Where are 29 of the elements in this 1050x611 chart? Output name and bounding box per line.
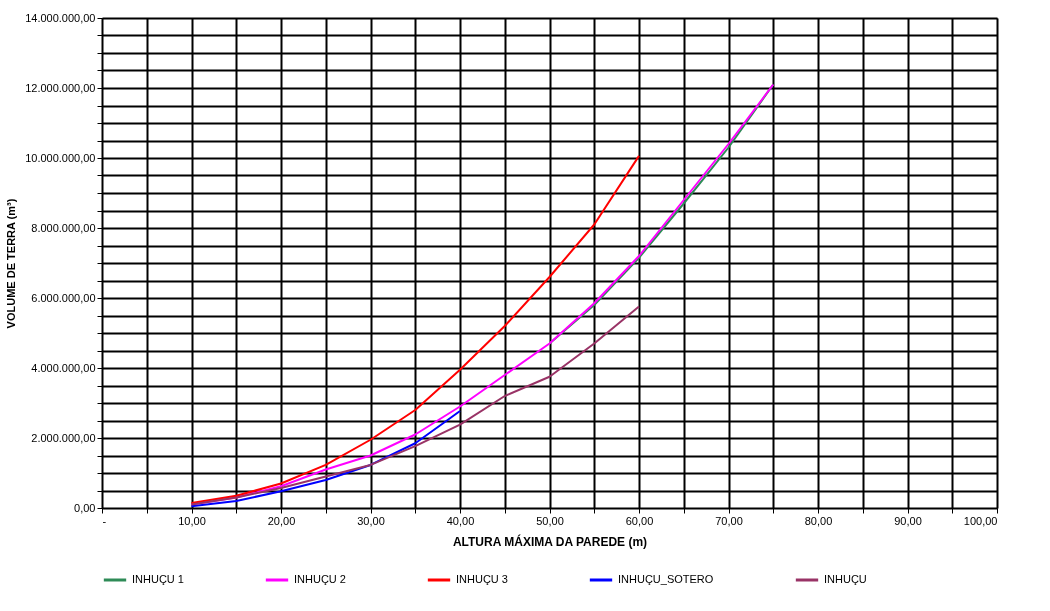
y-tick-label: 8.000.000,00 [31,221,96,234]
x-tick-label: 30,00 [357,514,385,527]
x-tick-label: 60,00 [625,514,654,527]
legend-label: INHUÇU 1 [132,573,184,585]
legend-label: INHUÇU 3 [456,573,508,585]
line-series [190,154,640,505]
line-series [190,410,461,508]
y-tick-label: 12.000.000,00 [25,81,96,94]
x-axis-title: ALTURA MÁXIMA DA PAREDE (m) [452,533,648,549]
x-tick-label: 50,00 [536,514,564,527]
x-tick-label: 100,00 [963,514,998,527]
y-tick-label: 10.000.000,00 [25,151,96,164]
legend-label: INHUÇU 2 [294,573,346,585]
x-tick-label: 90,00 [894,514,922,527]
x-tick-label: 70,00 [715,514,743,527]
y-tick-label: 4.000.000,00 [31,361,96,374]
x-tick-label: 40,00 [446,514,475,527]
legend-label: INHUÇU [824,573,867,585]
y-axis-title: VOLUME DE TERRA (m³) [5,198,18,329]
legend-label: INHUÇU_SOTERO [618,573,714,585]
y-tick-label: 14.000.000,00 [25,11,96,24]
y-tick-label: 6.000.000,00 [31,291,96,304]
x-tick-label: 10,00 [178,514,206,527]
line-series [190,305,640,506]
x-tick-label: 80,00 [804,514,833,527]
x-tick-label: 20,00 [267,514,296,527]
y-tick-label: 0,00 [74,501,96,514]
y-tick-label: 2.000.000,00 [31,431,96,444]
x-tick-label: - [102,514,107,527]
